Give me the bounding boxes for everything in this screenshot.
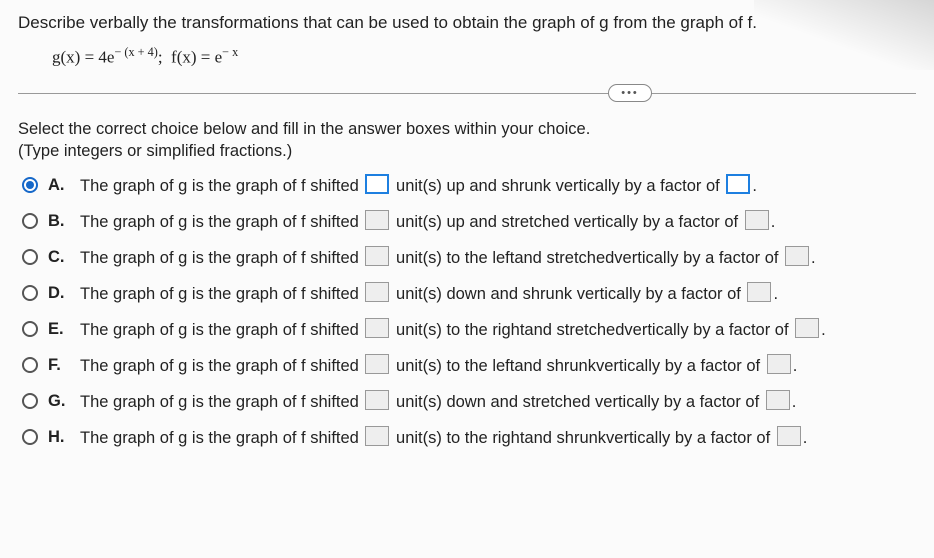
choice-row: A. The graph of g is the graph of f shift… — [22, 174, 916, 196]
choice-letter: G. — [48, 392, 70, 411]
choice-text-mid: unit(s) up and stretched vertically by a… — [391, 213, 742, 231]
choice-text-pre: The graph of g is the graph of f shifted — [80, 213, 363, 231]
choice-row: D. The graph of g is the graph of f shift… — [22, 282, 916, 304]
choice-text-pre: The graph of g is the graph of f shifted — [80, 321, 363, 339]
choice-text-pre: The graph of g is the graph of f shifted — [80, 285, 363, 303]
choice-list: A. The graph of g is the graph of f shift… — [18, 174, 916, 448]
choice-row: E. The graph of g is the graph of f shift… — [22, 318, 916, 340]
answer-box-1[interactable] — [365, 246, 389, 266]
choice-row: G. The graph of g is the graph of f shift… — [22, 390, 916, 412]
answer-instructions: Select the correct choice below and fill… — [18, 118, 916, 163]
question-page: Describe verbally the transformations th… — [0, 0, 934, 558]
answer-box-2[interactable] — [777, 426, 801, 446]
choice-text-pre: The graph of g is the graph of f shifted — [80, 249, 363, 267]
expand-pill[interactable]: ••• — [608, 84, 652, 102]
choice-period: . — [773, 285, 778, 303]
choice-radio[interactable] — [22, 285, 38, 301]
choice-radio[interactable] — [22, 177, 38, 193]
choice-text-mid: unit(s) down and stretched vertically by… — [391, 393, 763, 411]
answer-box-2[interactable] — [726, 174, 750, 194]
choice-text-pre: The graph of g is the graph of f shifted — [80, 429, 363, 447]
choice-period: . — [803, 429, 808, 447]
choice-text-mid: unit(s) to the leftand stretchedvertical… — [391, 249, 783, 267]
choice-text: The graph of g is the graph of f shifted… — [80, 354, 797, 376]
choice-text: The graph of g is the graph of f shifted… — [80, 210, 775, 232]
answer-box-2[interactable] — [795, 318, 819, 338]
choice-letter: E. — [48, 320, 70, 339]
instruction-line-2: (Type integers or simplified fractions.) — [18, 142, 292, 160]
choice-radio[interactable] — [22, 321, 38, 337]
choice-row: C. The graph of g is the graph of f shift… — [22, 246, 916, 268]
choice-letter: A. — [48, 176, 70, 195]
choice-letter: C. — [48, 248, 70, 267]
answer-box-1[interactable] — [365, 174, 389, 194]
choice-text: The graph of g is the graph of f shifted… — [80, 246, 816, 268]
choice-text-mid: unit(s) up and shrunk vertically by a fa… — [391, 177, 724, 195]
choice-text: The graph of g is the graph of f shifted… — [80, 426, 807, 448]
choice-letter: H. — [48, 428, 70, 447]
choice-text-pre: The graph of g is the graph of f shifted — [80, 177, 363, 195]
divider-line — [18, 93, 916, 94]
answer-box-2[interactable] — [766, 390, 790, 410]
choice-period: . — [752, 177, 757, 195]
choice-radio[interactable] — [22, 357, 38, 373]
answer-box-2[interactable] — [745, 210, 769, 230]
choice-radio[interactable] — [22, 249, 38, 265]
choice-text-mid: unit(s) to the rightand stretchedvertica… — [391, 321, 793, 339]
question-prompt: Describe verbally the transformations th… — [18, 12, 916, 35]
choice-radio[interactable] — [22, 213, 38, 229]
choice-period: . — [771, 213, 776, 231]
choice-period: . — [792, 393, 797, 411]
choice-text: The graph of g is the graph of f shifted… — [80, 318, 826, 340]
choice-letter: F. — [48, 356, 70, 375]
choice-text-mid: unit(s) to the rightand shrunkvertically… — [391, 429, 774, 447]
choice-text-mid: unit(s) to the leftand shrunkvertically … — [391, 357, 764, 375]
choice-row: B. The graph of g is the graph of f shift… — [22, 210, 916, 232]
choice-text: The graph of g is the graph of f shifted… — [80, 174, 757, 196]
answer-box-1[interactable] — [365, 426, 389, 446]
choice-text: The graph of g is the graph of f shifted… — [80, 282, 778, 304]
choice-row: F. The graph of g is the graph of f shift… — [22, 354, 916, 376]
choice-text-mid: unit(s) down and shrunk vertically by a … — [391, 285, 745, 303]
question-formula: g(x) = 4e− (x + 4); f(x) = e− x — [52, 45, 916, 68]
answer-box-1[interactable] — [365, 354, 389, 374]
answer-box-1[interactable] — [365, 318, 389, 338]
answer-box-2[interactable] — [785, 246, 809, 266]
answer-box-2[interactable] — [767, 354, 791, 374]
answer-box-1[interactable] — [365, 282, 389, 302]
choice-period: . — [811, 249, 816, 267]
answer-box-2[interactable] — [747, 282, 771, 302]
choice-text-pre: The graph of g is the graph of f shifted — [80, 357, 363, 375]
choice-letter: B. — [48, 212, 70, 231]
instruction-line-1: Select the correct choice below and fill… — [18, 120, 590, 138]
choice-period: . — [821, 321, 826, 339]
choice-text: The graph of g is the graph of f shifted… — [80, 390, 796, 412]
choice-row: H. The graph of g is the graph of f shift… — [22, 426, 916, 448]
answer-box-1[interactable] — [365, 390, 389, 410]
choice-period: . — [793, 357, 798, 375]
choice-text-pre: The graph of g is the graph of f shifted — [80, 393, 363, 411]
answer-box-1[interactable] — [365, 210, 389, 230]
choice-radio[interactable] — [22, 393, 38, 409]
section-divider: ••• — [18, 82, 916, 104]
choice-letter: D. — [48, 284, 70, 303]
choice-radio[interactable] — [22, 429, 38, 445]
